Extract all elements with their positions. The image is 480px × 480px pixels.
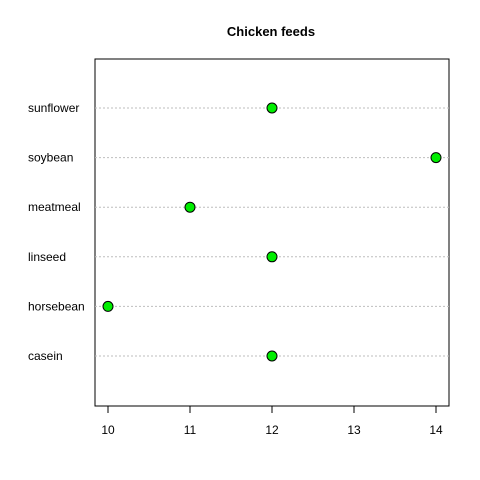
data-point: [266, 251, 278, 263]
data-point: [266, 102, 278, 114]
data-point: [430, 152, 442, 164]
gridlines: [95, 107, 449, 357]
data-points: [102, 102, 442, 362]
category-label: sunflower: [28, 101, 79, 115]
data-point: [184, 201, 196, 213]
x-tick-label: 12: [265, 423, 279, 437]
category-label: casein: [28, 349, 63, 363]
category-label: meatmeal: [28, 200, 81, 214]
category-label: soybean: [28, 151, 73, 165]
category-labels: casein horsebean linseed meatmeal soybean sun…: [28, 101, 85, 363]
x-tick-label: 14: [429, 423, 443, 437]
category-label: linseed: [28, 250, 66, 264]
x-tick-label: 13: [347, 423, 361, 437]
data-point: [266, 350, 278, 362]
x-tick-label: 11: [184, 423, 197, 437]
data-point: [102, 300, 114, 312]
category-label: horsebean: [28, 299, 85, 313]
x-tick-label: 10: [101, 423, 115, 437]
x-axis: 10 11 12 13 14: [101, 405, 443, 437]
chart-title: Chicken feeds: [227, 24, 315, 39]
